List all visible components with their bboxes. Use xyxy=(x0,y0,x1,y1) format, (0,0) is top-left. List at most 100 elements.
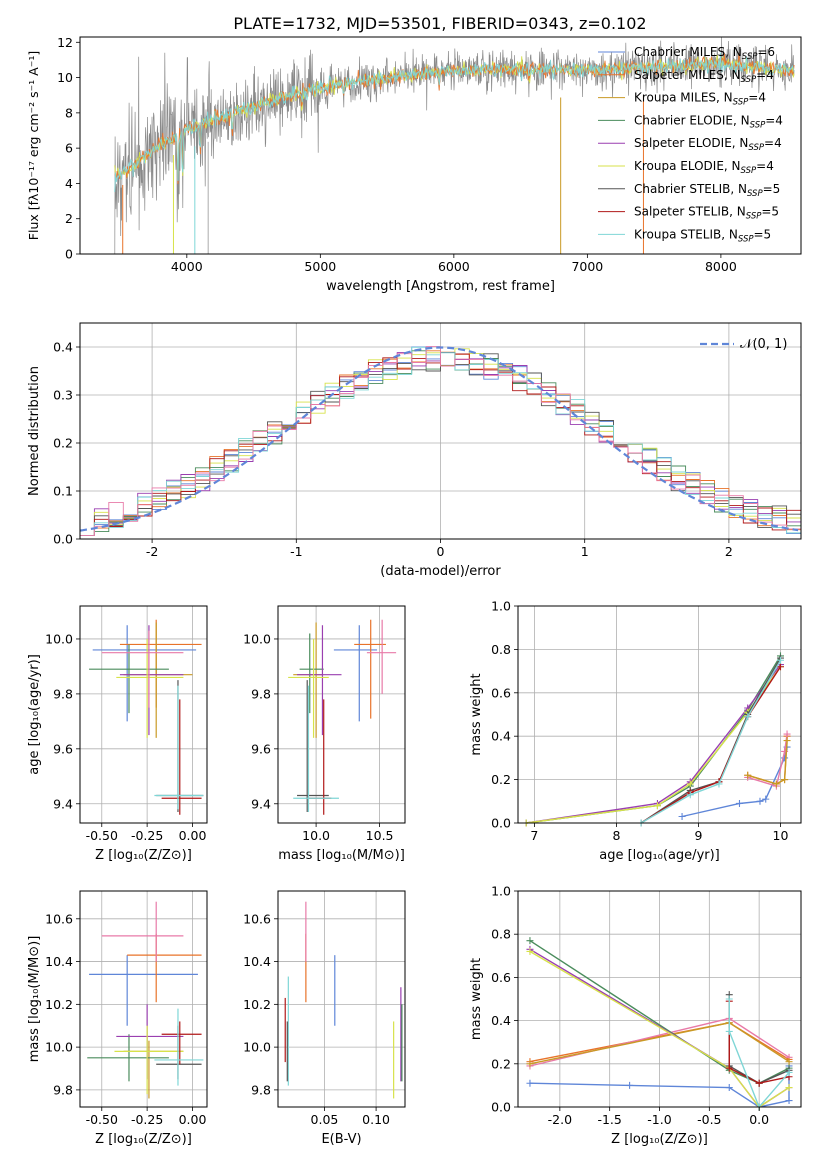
series-line xyxy=(747,740,788,785)
series-line xyxy=(526,664,782,824)
axes-layer: 4000 5000 6000 7000 8000024681012wavelength … xyxy=(26,35,802,1147)
x-tick-label: 8000 xyxy=(705,259,737,274)
y-tick-label: 10.2 xyxy=(243,997,271,1012)
x-tick-label: 7000 xyxy=(571,259,603,274)
x-tick-label: 0.00 xyxy=(179,1112,207,1127)
y-tick-label: 10.0 xyxy=(243,1040,271,1055)
axes-frame xyxy=(79,890,208,1108)
x-axis-label: age [log₁₀(age/yr)] xyxy=(599,848,720,863)
y-tick-label: 0.2 xyxy=(491,1056,511,1071)
series-marker xyxy=(686,780,694,788)
x-tick-label: 0 xyxy=(437,544,445,559)
x-tick-label: 4000 xyxy=(171,259,203,274)
legend-entry: 𝒩(0, 1) xyxy=(740,337,787,352)
y-tick-label: 10.0 xyxy=(45,1040,73,1055)
series-line xyxy=(529,940,790,1084)
series-line xyxy=(747,733,788,787)
legend-entry: Kroupa MILES, NSSP=4 xyxy=(634,91,766,108)
x-tick-label: 10 xyxy=(773,828,789,843)
y-tick-label: 10.4 xyxy=(243,954,271,969)
spectrum-data-line xyxy=(114,37,795,254)
series-marker xyxy=(526,947,534,955)
series-marker xyxy=(744,771,752,779)
y-tick-label: 0.8 xyxy=(491,927,511,942)
legend-entry: Salpeter ELODIE, NSSP=4 xyxy=(634,136,782,153)
series-marker xyxy=(781,754,789,762)
series-marker xyxy=(755,1079,763,1087)
series-marker xyxy=(772,780,780,788)
axes-age-vs-mass: 10.0 10.5 9.4 9.6 9.8 10.0 mass [log₁₀(M/M⊙)] xyxy=(243,605,406,863)
plot-area-weight-vs-age xyxy=(522,652,791,827)
legend-entry: Salpeter STELIB, NSSP=5 xyxy=(634,205,779,222)
series-marker xyxy=(725,1064,733,1072)
x-tick-label: 0.05 xyxy=(311,1112,339,1127)
series-line xyxy=(529,1066,790,1108)
y-tick-label: 0.6 xyxy=(491,685,511,700)
x-tick-label: -1.0 xyxy=(647,1112,671,1127)
y-tick-label: 9.6 xyxy=(53,741,73,756)
y-tick-label: 10.6 xyxy=(243,911,271,926)
y-tick-label: 0.0 xyxy=(491,1100,511,1115)
y-tick-label: 0.4 xyxy=(53,340,73,355)
axes-weight-vs-age: 7 8 9 10 0.0 0.2 0.4 0.6 0.8 1.0 age [log₁₀(age/yr… xyxy=(469,599,802,863)
y-axis-label: age [log₁₀(age/yr)] xyxy=(27,654,42,775)
series-line xyxy=(526,655,782,824)
axes-mass-vs-ebv: 0.05 0.10 9.8 10.0 10.2 10.4 10.6 E(B-V) xyxy=(243,890,406,1147)
y-tick-label: 9.4 xyxy=(53,796,73,811)
series-marker xyxy=(715,780,723,788)
y-axis-label: mass weight xyxy=(469,673,484,755)
series-marker xyxy=(785,1068,793,1076)
series-line xyxy=(526,666,782,824)
y-tick-label: 0.2 xyxy=(491,772,511,787)
y-tick-label: 0.0 xyxy=(53,532,73,547)
x-axis-label: Z [log₁₀(Z/Z⊙)] xyxy=(95,848,192,863)
series-line xyxy=(529,950,790,1108)
x-tick-label: 0.10 xyxy=(362,1112,390,1127)
x-axis-label: wavelength [Angstrom, rest frame] xyxy=(326,279,555,294)
y-tick-label: 9.6 xyxy=(251,741,271,756)
legend-entry: Chabrier ELODIE, NSSP=4 xyxy=(634,113,783,130)
series-marker xyxy=(785,1097,793,1105)
x-axis-label: E(B-V) xyxy=(321,1132,361,1147)
y-axis-label: mass weight xyxy=(469,958,484,1040)
series-marker xyxy=(756,797,764,805)
plot-area-spectrum xyxy=(114,37,795,254)
y-tick-label: 10.2 xyxy=(45,997,73,1012)
y-tick-label: 10.0 xyxy=(243,631,271,646)
x-tick-label: 6000 xyxy=(438,259,470,274)
figure-title: PLATE=1732, MJD=53501, FIBERID=0343, z=0… xyxy=(233,14,646,33)
x-tick-label: -2.0 xyxy=(548,1112,572,1127)
y-tick-label: 9.8 xyxy=(251,1082,271,1097)
series-marker xyxy=(626,1081,634,1089)
axes-frame xyxy=(79,322,802,540)
series-marker xyxy=(785,1084,793,1092)
y-axis-label: Normed distribution xyxy=(27,366,42,496)
y-tick-label: 8 xyxy=(65,105,73,120)
x-tick-label: 8 xyxy=(612,828,620,843)
x-axis-label: Z [log₁₀(Z/Z⊙)] xyxy=(611,1132,708,1147)
series-marker xyxy=(785,1058,793,1066)
series-marker xyxy=(762,795,770,803)
y-tick-label: 0.4 xyxy=(491,1013,511,1028)
x-tick-label: 0.0 xyxy=(749,1112,769,1127)
series-marker xyxy=(678,812,686,820)
plot-area-mass-vs-Z xyxy=(87,901,204,1099)
x-tick-label: 10.5 xyxy=(366,828,394,843)
normal-curve xyxy=(80,346,799,532)
series-marker xyxy=(526,1079,534,1087)
y-tick-label: 6 xyxy=(65,141,73,156)
y-tick-label: 0.3 xyxy=(53,388,73,403)
legend-entry: Chabrier MILES, NSSP=6 xyxy=(634,45,775,62)
x-axis-label: mass [log₁₀(M/M⊙)] xyxy=(278,848,405,863)
spectrum-model-line xyxy=(114,52,795,193)
x-tick-label: -0.25 xyxy=(131,1112,163,1127)
y-tick-label: 9.8 xyxy=(53,1082,73,1097)
y-tick-label: 4 xyxy=(65,176,73,191)
axes-frame xyxy=(79,605,208,824)
legend-entry: Kroupa STELIB, NSSP=5 xyxy=(634,227,771,244)
y-tick-label: 9.8 xyxy=(251,686,271,701)
x-tick-label: -1 xyxy=(290,544,302,559)
y-tick-label: 0.4 xyxy=(491,729,511,744)
x-tick-label: 2 xyxy=(725,544,733,559)
